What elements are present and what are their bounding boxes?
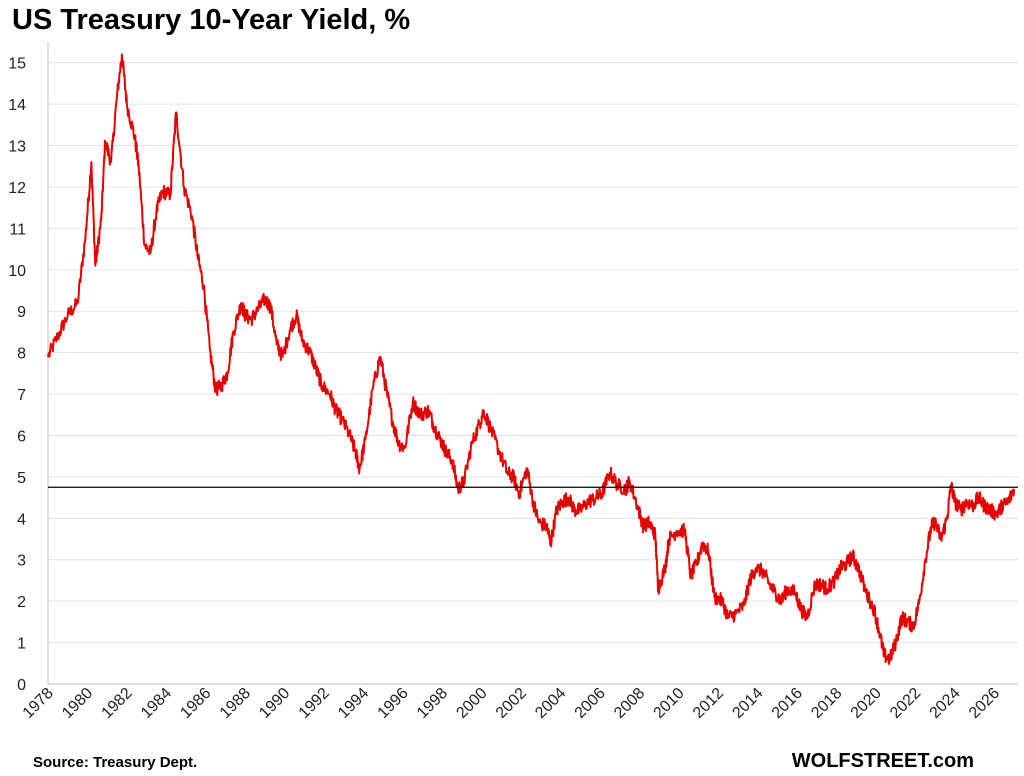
- y-tick-label: 11: [9, 221, 26, 238]
- x-tick-label: 1980: [59, 685, 96, 722]
- x-tick-label: 2000: [453, 685, 490, 722]
- y-tick-label: 4: [17, 511, 26, 528]
- chart-title: US Treasury 10-Year Yield, %: [12, 4, 411, 36]
- x-tick-label: 1990: [256, 685, 293, 722]
- x-tick-label: 1996: [375, 685, 412, 722]
- y-tick-label: 14: [8, 97, 26, 114]
- y-tick-label: 15: [8, 56, 26, 73]
- x-tick-label: 1982: [99, 685, 136, 722]
- x-tick-label: 2022: [887, 685, 924, 722]
- x-tick-label: 2018: [808, 685, 845, 722]
- series-line-10y-yield: [47, 53, 1016, 665]
- source-note: Source: Treasury Dept.: [33, 754, 198, 771]
- gridlines: [48, 62, 1018, 644]
- y-tick-label: 10: [8, 263, 26, 280]
- y-tick-label: 5: [17, 470, 26, 487]
- y-tick-label: 3: [17, 553, 26, 570]
- x-tick-label: 2008: [611, 685, 648, 722]
- x-tick-label: 2010: [651, 685, 688, 722]
- y-tick-label: 7: [17, 387, 26, 404]
- x-tick-label: 1986: [177, 685, 214, 722]
- x-tick-label: 1992: [296, 685, 333, 722]
- x-tick-label: 1988: [217, 685, 254, 722]
- x-tick-label: 2006: [572, 685, 609, 722]
- y-tick-label: 0: [17, 677, 26, 694]
- x-tick-label: 1994: [335, 685, 372, 722]
- y-tick-label: 8: [17, 346, 26, 363]
- x-tick-label: 1998: [414, 685, 451, 722]
- y-tick-label: 2: [17, 594, 26, 611]
- x-tick-label: 2004: [532, 685, 569, 722]
- y-tick-label: 9: [17, 304, 26, 321]
- x-tick-label: 2014: [729, 685, 766, 722]
- brand-note: WOLFSTREET.com: [791, 750, 974, 772]
- x-tick-label: 2002: [493, 685, 530, 722]
- x-tick-label: 2024: [927, 685, 964, 722]
- x-axis-ticks: 1978 1980 1982 1984 1986 1988 1990 1992 1994 1996…: [20, 685, 1004, 722]
- x-tick-label: 2012: [690, 685, 727, 722]
- y-tick-label: 12: [8, 180, 26, 197]
- y-tick-label: 13: [8, 139, 26, 156]
- x-tick-label: 1984: [138, 685, 175, 722]
- y-tick-label: 6: [17, 428, 26, 445]
- y-tick-label: 1: [17, 636, 26, 653]
- x-tick-label: 2026: [966, 685, 1003, 722]
- x-tick-label: 2016: [769, 685, 806, 722]
- x-tick-label: 2020: [848, 685, 885, 722]
